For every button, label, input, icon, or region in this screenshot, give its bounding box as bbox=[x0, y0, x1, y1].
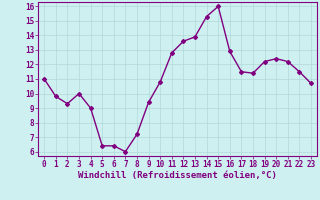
X-axis label: Windchill (Refroidissement éolien,°C): Windchill (Refroidissement éolien,°C) bbox=[78, 171, 277, 180]
